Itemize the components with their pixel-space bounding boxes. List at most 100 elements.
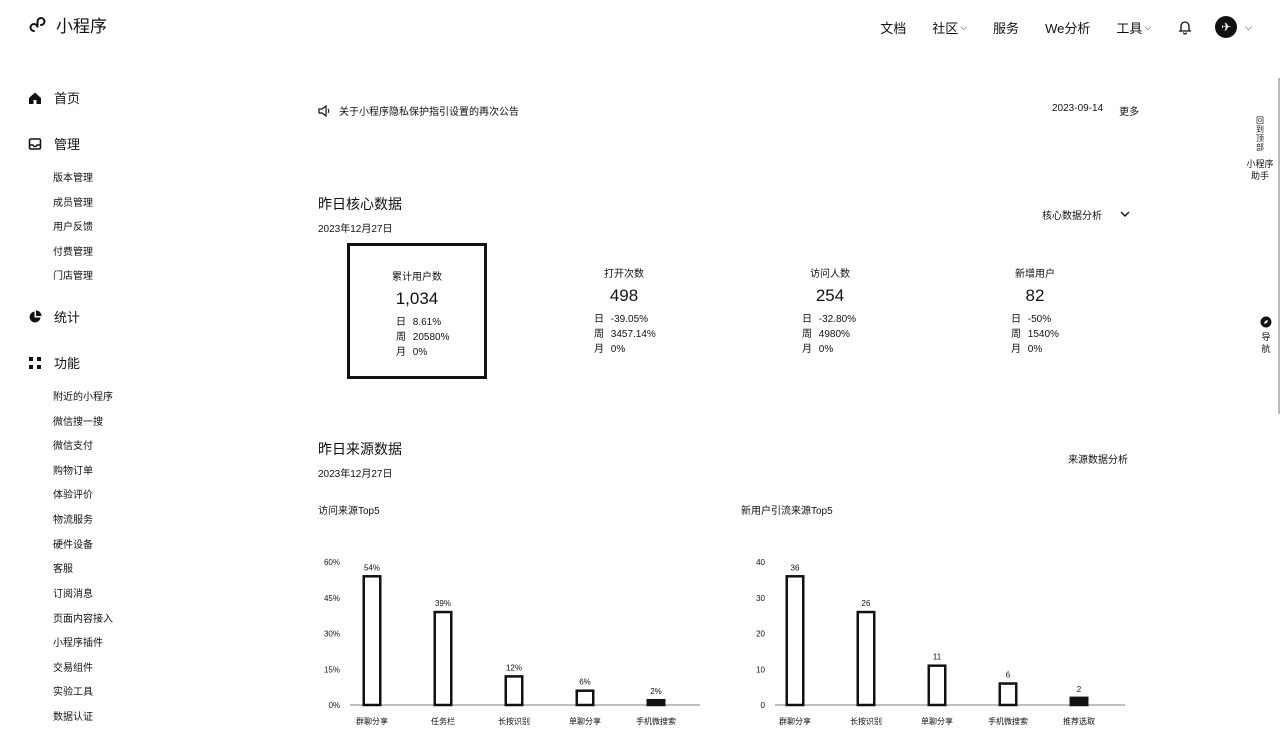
bar[interactable] xyxy=(575,689,595,707)
stat-row-value: 4980% xyxy=(818,329,850,340)
sidebar-subitem-data-cert[interactable]: 数据认证 xyxy=(53,712,93,723)
stat-day-row: 日 -50% xyxy=(1011,310,1051,325)
back-to-top-button[interactable]: 回到顶部 xyxy=(1254,116,1266,152)
sidebar-subitem-wechat-pay[interactable]: 微信支付 xyxy=(53,441,93,452)
stat-row-value: 0% xyxy=(818,344,834,355)
sidebar-subitem-feedback[interactable]: 用户反馈 xyxy=(53,222,93,233)
app-title: 小程序 xyxy=(56,17,107,36)
bar[interactable] xyxy=(504,675,524,707)
bar[interactable] xyxy=(433,610,453,707)
avatar-icon: ✈ xyxy=(1215,16,1238,38)
sidebar-subitem-plugins[interactable]: 小程序插件 xyxy=(53,638,103,649)
x-category-label: 任务栏 xyxy=(431,716,455,726)
stat-card-label: 打开次数 xyxy=(604,269,644,280)
y-tick-label: 45% xyxy=(324,594,340,603)
sidebar-subitem-nearby[interactable]: 附近的小程序 xyxy=(53,392,113,403)
nav-we-analysis[interactable]: We分析 xyxy=(1045,18,1090,37)
x-category-label: 群聊分享 xyxy=(356,716,388,726)
sidebar-subitem-hardware[interactable]: 硬件设备 xyxy=(53,540,93,551)
nav-services-label: 服务 xyxy=(993,20,1020,36)
chevron-down-icon: ⌵ xyxy=(960,21,968,32)
nav-label: 导航 xyxy=(1261,332,1271,354)
sidebar-item-stats[interactable]: 统计 xyxy=(28,307,80,326)
nav-community[interactable]: 社区 ⌵ xyxy=(932,18,967,37)
sidebar-item-features[interactable]: 功能 xyxy=(28,353,80,372)
bar[interactable] xyxy=(927,664,947,707)
bar[interactable] xyxy=(362,575,382,707)
sidebar-subitem-logistics[interactable]: 物流服务 xyxy=(53,515,93,526)
bar-value-label: 11 xyxy=(933,653,942,662)
source-analysis-link[interactable]: 来源数据分析 xyxy=(1068,451,1128,466)
y-tick-label: 60% xyxy=(324,558,340,567)
scrollbar[interactable] xyxy=(1278,78,1280,414)
stat-card-opens[interactable]: 打开次数 498 日 -39.05% 周 3457.14% 月 0% xyxy=(554,243,694,379)
bar[interactable] xyxy=(998,682,1018,707)
bar[interactable] xyxy=(785,575,805,707)
sidebar-subitem-orders[interactable]: 购物订单 xyxy=(53,466,93,477)
app-logo[interactable]: 小程序 xyxy=(28,12,107,37)
bar[interactable] xyxy=(1069,696,1089,707)
bell-icon[interactable] xyxy=(1177,19,1193,35)
stat-week-row: 周 1540% xyxy=(1011,325,1059,340)
stat-card-label: 新增用户 xyxy=(1015,269,1055,280)
bar[interactable] xyxy=(856,610,876,707)
account-menu[interactable]: ✈ ⌵ xyxy=(1215,16,1252,38)
sidebar-subitem-customer-service[interactable]: 客服 xyxy=(53,564,73,575)
sidebar-subitem-content[interactable]: 页面内容接入 xyxy=(53,614,113,625)
core-analysis-label: 核心数据分析 xyxy=(1042,211,1102,222)
source-analysis-label: 来源数据分析 xyxy=(1068,455,1128,466)
sidebar-subitem-stores[interactable]: 门店管理 xyxy=(53,271,93,282)
bar-value-label: 2 xyxy=(1077,685,1082,694)
core-data-title: 昨日核心数据 xyxy=(318,196,402,212)
sidebar-subitem-members[interactable]: 成员管理 xyxy=(53,198,93,209)
stat-row-value: 20580% xyxy=(412,332,450,343)
nav-docs[interactable]: 文档 xyxy=(880,18,906,37)
sidebar-item-home[interactable]: 首页 xyxy=(28,88,80,107)
x-category-label: 手机微搜索 xyxy=(988,716,1028,726)
stat-row-key: 月 xyxy=(1011,344,1021,355)
source-data-date: 2023年12月27日 xyxy=(318,469,393,480)
stat-card-label: 访问人数 xyxy=(810,269,850,280)
x-category-label: 单聊分享 xyxy=(921,716,953,726)
sidebar-subitem-subscription[interactable]: 订阅消息 xyxy=(53,589,93,600)
sidebar-subitem-trade[interactable]: 交易组件 xyxy=(53,663,93,674)
y-tick-label: 0% xyxy=(328,701,340,710)
stat-month-row: 月 0% xyxy=(802,340,833,355)
notice-date: 2023-09-14 xyxy=(1052,103,1104,114)
sidebar-subitem-version[interactable]: 版本管理 xyxy=(53,173,93,184)
home-icon xyxy=(29,92,41,104)
y-tick-label: 10 xyxy=(756,665,765,674)
new-user-source-bar-chart: 0 10 20 30 40 36 群聊分享 26 长按识别 11 单聊分享 6 手机微搜索 2 推荐选取 xyxy=(756,558,1125,726)
notice-bar[interactable]: 关于小程序隐私保护指引设置的再次公告 xyxy=(318,103,519,118)
bar-value-label: 6% xyxy=(579,678,591,687)
assistant-button[interactable]: 小程序助手 xyxy=(1245,158,1275,182)
stat-card-new-users[interactable]: 新增用户 82 日 -50% 周 1540% 月 0% xyxy=(965,243,1105,379)
core-analysis-dropdown[interactable]: 核心数据分析 xyxy=(1042,207,1130,222)
stat-card-visitors[interactable]: 访问人数 254 日 -32.80% 周 4980% 月 0% xyxy=(760,243,900,379)
chevron-down-icon: ⌵ xyxy=(1245,21,1252,32)
bar[interactable] xyxy=(646,698,666,707)
float-nav-button[interactable]: 导航 xyxy=(1255,316,1277,355)
bar-value-label: 2% xyxy=(650,687,662,696)
nav-services[interactable]: 服务 xyxy=(993,18,1019,37)
sidebar-subitem-search[interactable]: 微信搜一搜 xyxy=(53,417,103,428)
y-tick-label: 15% xyxy=(324,665,340,674)
stat-day-row: 日 -39.05% xyxy=(594,310,648,325)
stat-card-value: 82 xyxy=(1025,286,1045,305)
sidebar-subitem-reviews[interactable]: 体验评价 xyxy=(53,490,93,501)
stat-card-value: 498 xyxy=(609,286,639,305)
notice-more-link[interactable]: 更多 xyxy=(1119,107,1140,118)
stat-month-row: 月 0% xyxy=(1011,340,1042,355)
bar-value-label: 39% xyxy=(435,599,451,608)
sidebar-subitem-payment[interactable]: 付费管理 xyxy=(53,247,93,258)
stat-card-label: 累计用户数 xyxy=(392,272,442,283)
nav-tools[interactable]: 工具 ⌵ xyxy=(1116,18,1151,37)
stat-row-value: 0% xyxy=(610,344,626,355)
sidebar-item-manage[interactable]: 管理 xyxy=(28,134,80,153)
stat-row-key: 日 xyxy=(396,317,406,328)
visit-source-bar-chart: 0% 15% 30% 45% 60% 54% 群聊分享 39% 任务栏 12% 长按识别 6% 单聊分享… xyxy=(324,558,700,726)
stat-month-row: 月 0% xyxy=(594,340,625,355)
stat-card-total-users[interactable]: 累计用户数 1,034 日 8.61% 周 20580% 月 0% xyxy=(347,243,487,379)
stat-row-value: -50% xyxy=(1027,314,1052,325)
sidebar-subitem-experiment[interactable]: 实验工具 xyxy=(53,687,93,698)
